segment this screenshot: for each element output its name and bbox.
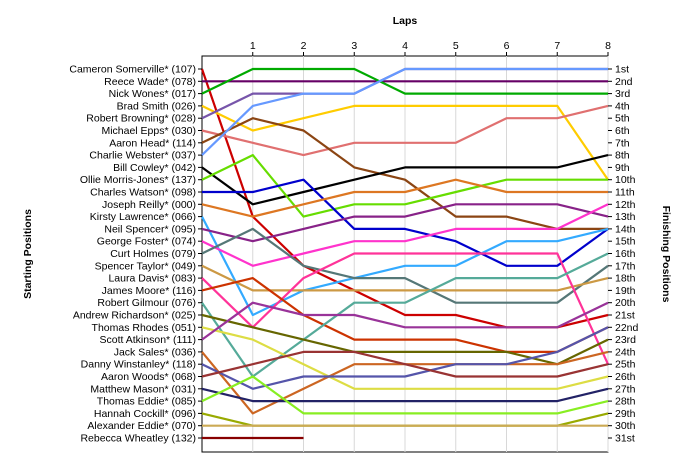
driver-line-4 [201,104,609,181]
finishing-position-label: 11th [615,187,635,199]
starting-position-label: Charles Watson* (098) [90,187,196,199]
starting-position-label: Danny Winstanley* (118) [81,359,196,371]
starting-position-label: Neil Spencer* (095) [104,223,196,235]
finishing-position-label: 17th [615,260,636,272]
chart-title: Laps [393,15,418,27]
driver-line-27 [201,387,609,403]
finishing-position-label: 30th [615,420,636,432]
finishing-position-label: 20th [615,297,636,309]
finishing-position-label: 16th [615,248,636,260]
starting-position-label: Ollie Morris-Jones* (137) [80,174,196,186]
driver-line-19 [201,277,609,353]
driver-line-6 [201,104,609,157]
finishing-position-label: 26th [615,371,636,383]
starting-position-label: Aaron Head* (114) [109,137,196,149]
driver-line-16 [201,227,609,304]
finishing-position-label: 22nd [615,322,639,334]
starting-position-label: Thomas Rhodes (051) [92,322,196,334]
lap-tick-label: 4 [402,40,408,52]
finishing-position-label: 15th [615,236,636,248]
starting-position-label: Joseph Reilly* (000) [102,199,196,211]
finishing-position-label: 21st [615,310,635,322]
series-layer [200,67,610,440]
starting-position-label: Brad Smith (026) [117,100,196,112]
starting-position-label: Charlie Webster* (037) [89,150,196,162]
finishing-position-label: 3rd [615,88,630,100]
starting-position-label: Michael Epps* (030) [101,125,196,137]
starting-position-label: Robert Browning* (028) [86,113,196,125]
starting-position-label: George Foster* (074) [97,236,196,248]
finishing-position-label: 12th [615,199,636,211]
driver-line-3 [201,67,608,95]
finishing-position-label: 18th [615,273,636,285]
finishing-position-label: 1st [615,64,629,76]
driver-line-8 [201,67,608,156]
driver-line-21 [201,313,609,366]
driver-line-9 [201,154,609,206]
starting-position-label: Thomas Eddie* (085) [97,396,196,408]
lap-tick-label: 5 [453,40,459,52]
driver-line-18 [201,252,610,365]
starting-position-label: Matthew Mason* (031) [90,383,196,395]
starting-position-label: Rebecca Wheatley (132) [80,433,196,445]
starting-position-label: Laura Davis* (083) [108,273,196,285]
finishing-position-label: 13th [615,211,636,223]
finishing-position-label: 6th [615,125,630,137]
finishing-position-label: 31st [615,433,635,445]
finishing-position-label: 27th [615,383,636,395]
axis-layer: Cameron Somerville* (107)Reece Wade* (07… [69,40,638,445]
finishing-position-label: 2nd [615,76,633,88]
finishing-position-label: 19th [615,285,636,297]
starting-position-label: Kirsty Lawrence* (066) [90,211,196,223]
starting-position-label: Spencer Taylor* (049) [95,260,196,272]
starting-position-label: James Moore* (116) [102,285,196,297]
driver-line-15 [201,203,609,267]
finishing-position-label: 24th [615,346,636,358]
driver-line-11 [202,178,609,267]
finishing-position-label: 25th [615,359,636,371]
driver-line-12 [201,178,608,218]
finishing-position-label: 28th [615,396,636,408]
lap-tick-label: 7 [554,40,560,52]
driver-line-20 [201,252,609,378]
finishing-position-label: 7th [615,137,630,149]
lap-tick-label: 2 [301,40,307,52]
finishing-position-label: 8th [615,150,630,162]
starting-position-label: Cameron Somerville* (107) [69,64,196,76]
finishing-position-label: 4th [615,100,630,112]
driver-line-10 [201,154,608,218]
starting-position-label: Scott Atkinson* (111) [100,334,197,346]
y-axis-right-title: Finishing Positions [660,206,672,303]
starting-position-label: Reece Wade* (078) [104,76,196,88]
starting-position-label: Hannah Cockill* (096) [94,408,196,420]
y-axis-left-title: Starting Positions [22,209,34,299]
starting-position-label: Aaron Woods* (068) [101,371,196,383]
finishing-position-label: 29th [615,408,636,420]
lap-tick-label: 1 [250,40,256,52]
driver-line-7 [201,117,608,230]
starting-position-label: Robert Gilmour (076) [97,297,196,309]
driver-line-22 [201,326,609,390]
driver-line-25 [201,326,609,390]
lap-tick-label: 3 [351,40,357,52]
driver-line-26 [201,350,609,378]
lap-tick-label: 6 [504,40,510,52]
finishing-position-label: 9th [615,162,630,174]
finishing-position-label: 14th [615,223,636,235]
driver-line-14 [201,203,609,243]
lap-tick-label: 8 [605,40,611,52]
finishing-position-label: 5th [615,113,630,125]
starting-position-label: Alexander Eddie* (070) [87,420,196,432]
starting-position-label: Nick Wones* (017) [109,88,196,100]
starting-position-label: Curt Holmes (079) [110,248,196,260]
driver-line-28 [201,375,609,415]
finishing-position-label: 10th [615,174,636,186]
starting-position-label: Bill Cowley* (042) [113,162,196,174]
driver-line-23 [201,301,609,341]
finishing-position-label: 23rd [615,334,636,346]
starting-position-label: Andrew Richardson* (025) [73,310,196,322]
starting-position-label: Jack Sales* (036) [114,346,196,358]
